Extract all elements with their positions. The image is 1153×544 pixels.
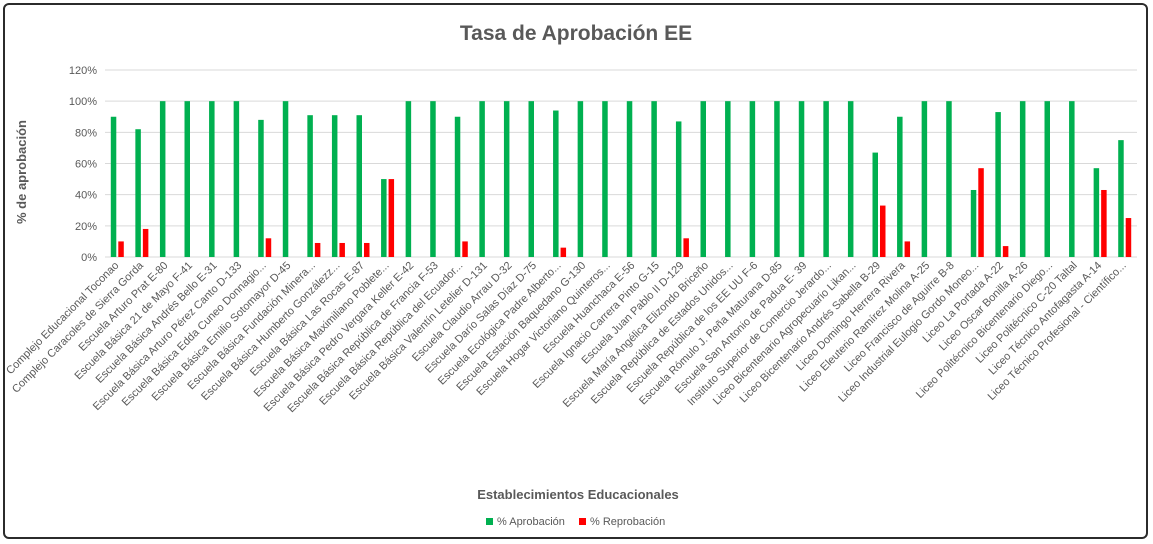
y-tick-label: 0%: [81, 252, 97, 264]
y-axis-ticks: 0% 20% 40% 60% 80% 100% 120%: [69, 65, 97, 264]
bar-reprobacion: [118, 241, 124, 257]
bar-aprobacion: [675, 121, 682, 258]
bar-reprobacion: [683, 238, 689, 257]
bar-aprobacion: [1118, 140, 1124, 258]
y-tick-label: 20%: [75, 221, 97, 233]
bar-aprobacion: [823, 101, 829, 257]
bar-reprobacion: [462, 241, 468, 257]
legend-label-aprobacion: % Aprobación: [497, 516, 565, 528]
bar-aprobacion: [356, 115, 362, 257]
bar-aprobacion: [897, 116, 903, 257]
bar-aprobacion: [405, 101, 412, 257]
bar-reprobacion: [560, 247, 567, 257]
bar-aprobacion: [282, 101, 289, 257]
bar-aprobacion: [135, 129, 141, 257]
chart-title: Tasa de Aprobación EE: [460, 22, 692, 45]
bar-aprobacion: [651, 101, 657, 257]
bar-aprobacion: [847, 101, 854, 257]
y-tick-label: 100%: [69, 96, 97, 108]
bar-aprobacion: [872, 152, 878, 257]
bar-reprobacion: [1101, 189, 1107, 257]
legend-swatch-reprobacion: [579, 518, 586, 525]
y-tick-label: 40%: [75, 190, 97, 202]
bar-aprobacion: [1093, 168, 1100, 257]
bar-aprobacion: [798, 101, 805, 257]
bar-aprobacion: [725, 101, 731, 257]
bar-aprobacion: [626, 101, 633, 257]
bars: [110, 101, 1132, 258]
bar-reprobacion: [880, 205, 886, 257]
bar-aprobacion: [233, 101, 240, 257]
y-tick-label: 60%: [75, 159, 97, 171]
bar-reprobacion: [142, 228, 149, 257]
gridlines: [105, 69, 1137, 258]
bar-aprobacion: [602, 101, 608, 257]
legend-swatch-aprobacion: [486, 518, 493, 525]
bar-aprobacion: [553, 110, 559, 258]
bar-aprobacion: [430, 101, 436, 257]
bar-reprobacion: [265, 238, 272, 257]
bar-aprobacion: [946, 101, 952, 257]
bar-aprobacion: [1069, 101, 1075, 257]
bar-reprobacion: [364, 242, 370, 257]
bar-aprobacion: [1044, 101, 1050, 257]
bar-aprobacion: [503, 101, 510, 257]
bar-aprobacion: [209, 101, 215, 257]
bar-aprobacion: [577, 101, 584, 257]
bar-aprobacion: [774, 101, 780, 257]
bar-reprobacion: [339, 242, 345, 257]
bar-reprobacion: [388, 179, 395, 257]
bar-aprobacion: [110, 116, 117, 257]
bar-aprobacion: [970, 189, 977, 257]
bar-reprobacion: [314, 242, 321, 257]
chart-frame: [3, 3, 1148, 539]
bar-aprobacion: [479, 101, 485, 257]
y-tick-label: 80%: [75, 127, 97, 139]
bar-reprobacion: [1125, 218, 1132, 257]
bar-aprobacion: [528, 101, 534, 257]
bar-reprobacion: [904, 241, 911, 257]
bar-aprobacion: [258, 119, 264, 258]
bar-aprobacion: [184, 101, 190, 257]
bar-reprobacion: [1002, 246, 1009, 257]
bar-aprobacion: [1019, 101, 1026, 257]
bar-aprobacion: [454, 116, 461, 257]
bar-aprobacion: [921, 101, 928, 257]
bar-aprobacion: [381, 179, 387, 257]
y-tick-label: 120%: [69, 65, 97, 77]
x-axis-title: Establecimientos Educacionales: [477, 487, 679, 502]
bar-reprobacion: [978, 168, 984, 257]
legend: % Aprobación % Reprobación: [486, 516, 665, 528]
y-axis-title: % de aprobación: [14, 120, 29, 224]
legend-label-reprobacion: % Reprobación: [590, 516, 665, 528]
bar-aprobacion: [749, 101, 756, 257]
bar-aprobacion: [700, 101, 706, 257]
bar-aprobacion: [331, 115, 338, 257]
bar-aprobacion: [307, 115, 313, 257]
bar-aprobacion: [995, 112, 1001, 257]
bar-aprobacion: [159, 101, 166, 257]
